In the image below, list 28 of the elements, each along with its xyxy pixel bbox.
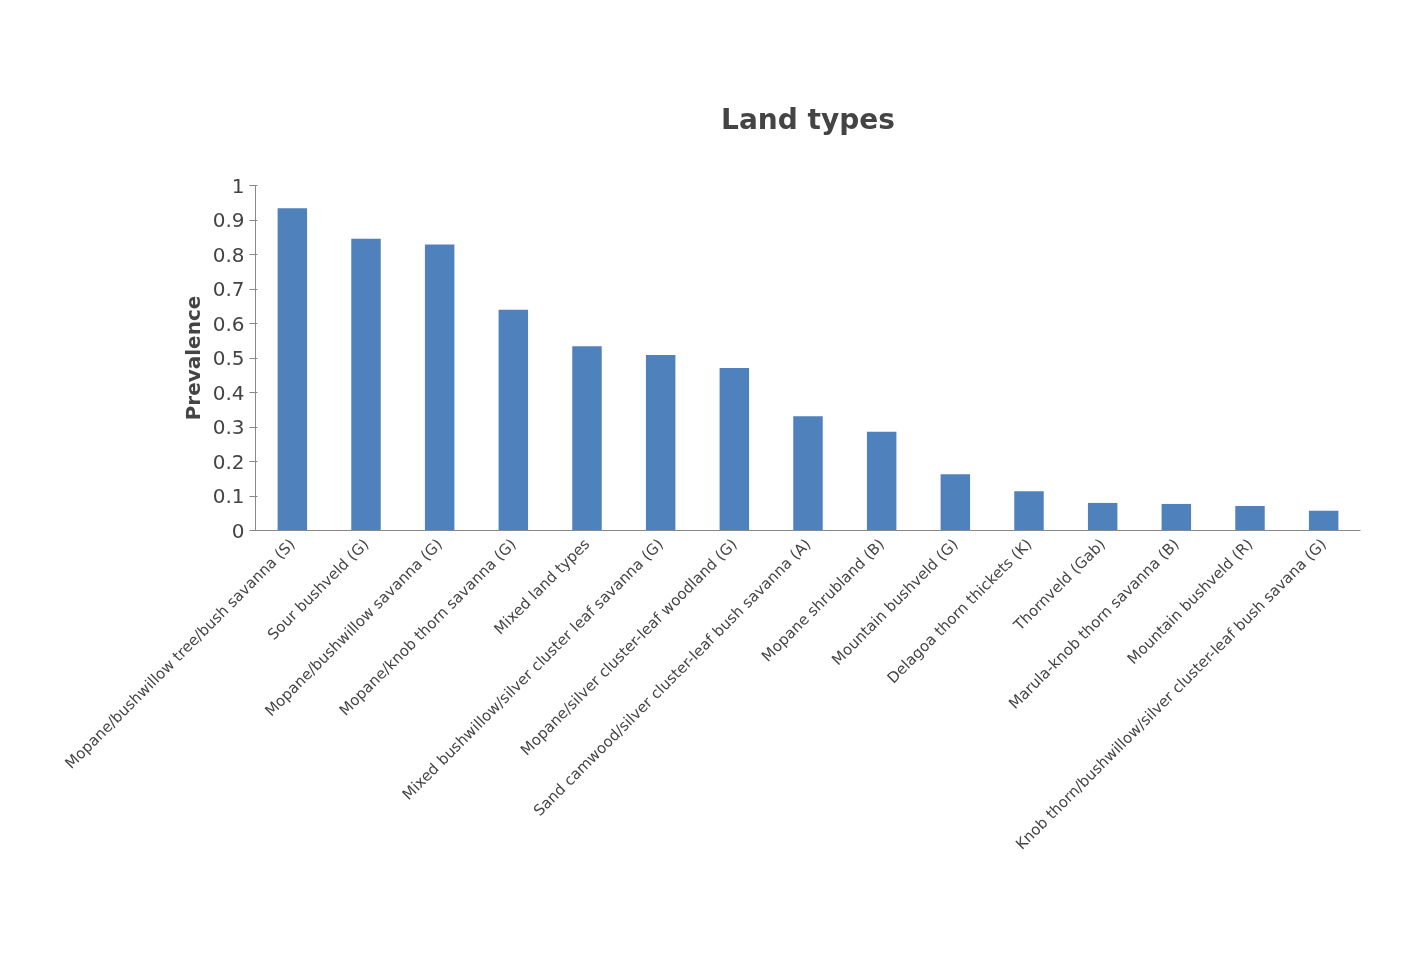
y-axis-title: Prevalence [180, 295, 205, 421]
bar [1235, 506, 1265, 531]
y-tick-label: 0.5 [212, 346, 245, 370]
y-tick-label: 0.6 [212, 311, 245, 336]
bar [645, 354, 676, 531]
bar [424, 244, 455, 531]
bar [572, 346, 602, 531]
y-tick-label: 0.8 [212, 242, 245, 267]
bar [1161, 503, 1192, 531]
bar [940, 474, 971, 531]
bar [498, 309, 529, 531]
bar [277, 208, 308, 531]
y-tick-label: 0.4 [212, 380, 245, 405]
y-tick-label: 0.1 [212, 484, 245, 508]
bar [866, 431, 897, 531]
y-tick-label: 0.7 [212, 277, 245, 301]
bar [351, 238, 381, 531]
bar [1308, 510, 1339, 531]
bar [719, 368, 750, 531]
y-tick-label: 0 [231, 518, 245, 543]
bar [793, 416, 823, 531]
y-tick-label: 1 [231, 173, 245, 198]
y-tick-label: 0.2 [212, 449, 245, 474]
y-tick-label: 0.9 [212, 208, 245, 232]
y-tick-label: 0.3 [212, 415, 245, 439]
bar [1087, 502, 1118, 531]
chart-title: Land types [721, 102, 895, 136]
bar [1014, 491, 1044, 531]
